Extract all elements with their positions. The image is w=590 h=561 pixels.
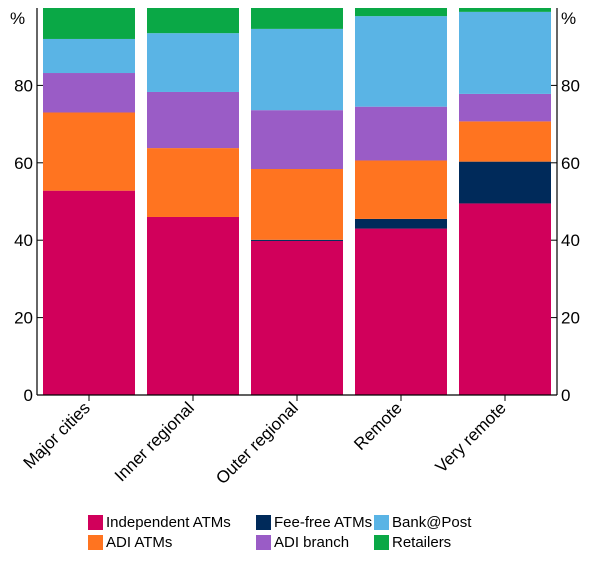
x-tick-label-remote: Remote [350, 398, 406, 454]
bar-segment-fee-free-atms-2 [251, 239, 343, 241]
legend-label-adi-atms: ADI ATMs [106, 534, 173, 551]
bar-segment-bank-post-3 [355, 16, 447, 107]
y-tick-label-right-0: 0 [561, 386, 570, 405]
y-tick-label-right-20: 20 [561, 309, 580, 328]
bar-segment-adi-atms-0 [43, 112, 135, 191]
y-tick-label-right-40: 40 [561, 231, 580, 250]
y-tick-label-right-80: 80 [561, 76, 580, 95]
legend-swatch-bank-post [374, 515, 389, 530]
legend-swatch-adi-atms [88, 535, 103, 550]
bar-segment-retailers-3 [355, 8, 447, 17]
legend-swatch-adi-branch [256, 535, 271, 550]
bar-segment-bank-post-0 [43, 38, 135, 74]
legend-item-independent-atms: Independent ATMs [88, 514, 256, 531]
x-tick-label-very-remote: Very remote [432, 398, 510, 476]
y-tick-label-left-80: 80 [14, 76, 33, 95]
y-tick-label-right-60: 60 [561, 154, 580, 173]
bar-segment-bank-post-1 [147, 33, 239, 92]
bar-segment-adi-atms-3 [355, 160, 447, 219]
bar-segment-independent-atms-4 [459, 203, 551, 395]
y-tick-label-left-40: 40 [14, 231, 33, 250]
bar-segment-adi-branch-0 [43, 73, 135, 113]
bar-segment-adi-atms-1 [147, 148, 239, 217]
bar-segment-adi-branch-2 [251, 110, 343, 169]
bar-segment-fee-free-atms-4 [459, 161, 551, 204]
bar-segment-retailers-1 [147, 8, 239, 34]
legend-item-bank-post: Bank@Post [374, 514, 534, 531]
bar-segment-retailers-4 [459, 8, 551, 12]
bar-segment-retailers-0 [43, 8, 135, 39]
bar-segment-independent-atms-0 [43, 190, 135, 395]
y-unit-left: % [10, 9, 25, 28]
x-tick-label-inner-regional: Inner regional [111, 398, 198, 485]
legend-label-bank-post: Bank@Post [392, 514, 472, 531]
legend: Independent ATMs Fee-free ATMs Bank@Post AD… [88, 514, 568, 551]
y-tick-label-left-0: 0 [24, 386, 33, 405]
bar-segment-adi-branch-4 [459, 93, 551, 122]
legend-swatch-fee-free-atms [256, 515, 271, 530]
legend-item-adi-atms: ADI ATMs [88, 534, 256, 551]
x-tick-label-outer-regional: Outer regional [212, 398, 302, 488]
legend-item-fee-free-atms: Fee-free ATMs [256, 514, 374, 531]
bar-segment-independent-atms-1 [147, 216, 239, 395]
bar-segment-adi-atms-4 [459, 121, 551, 162]
bar-segment-fee-free-atms-3 [355, 218, 447, 229]
bar-segment-adi-branch-1 [147, 91, 239, 149]
legend-label-independent-atms: Independent ATMs [106, 514, 231, 531]
legend-label-retailers: Retailers [392, 534, 452, 551]
bar-segment-bank-post-4 [459, 11, 551, 94]
y-unit-right: % [561, 9, 576, 28]
bar-segment-adi-atms-2 [251, 168, 343, 240]
legend-label-fee-free-atms: Fee-free ATMs [274, 514, 373, 531]
bar-segment-independent-atms-3 [355, 228, 447, 395]
legend-item-retailers: Retailers [374, 534, 534, 551]
bar-segment-bank-post-2 [251, 28, 343, 111]
legend-label-adi-branch: ADI branch [274, 534, 350, 551]
legend-swatch-independent-atms [88, 515, 103, 530]
bar-segment-adi-branch-3 [355, 106, 447, 161]
legend-swatch-retailers [374, 535, 389, 550]
bar-segment-retailers-2 [251, 8, 343, 29]
y-tick-label-left-60: 60 [14, 154, 33, 173]
legend-item-adi-branch: ADI branch [256, 534, 374, 551]
y-tick-label-left-20: 20 [14, 309, 33, 328]
bar-segment-independent-atms-2 [251, 240, 343, 395]
x-tick-label-major-cities: Major cities [20, 398, 94, 472]
